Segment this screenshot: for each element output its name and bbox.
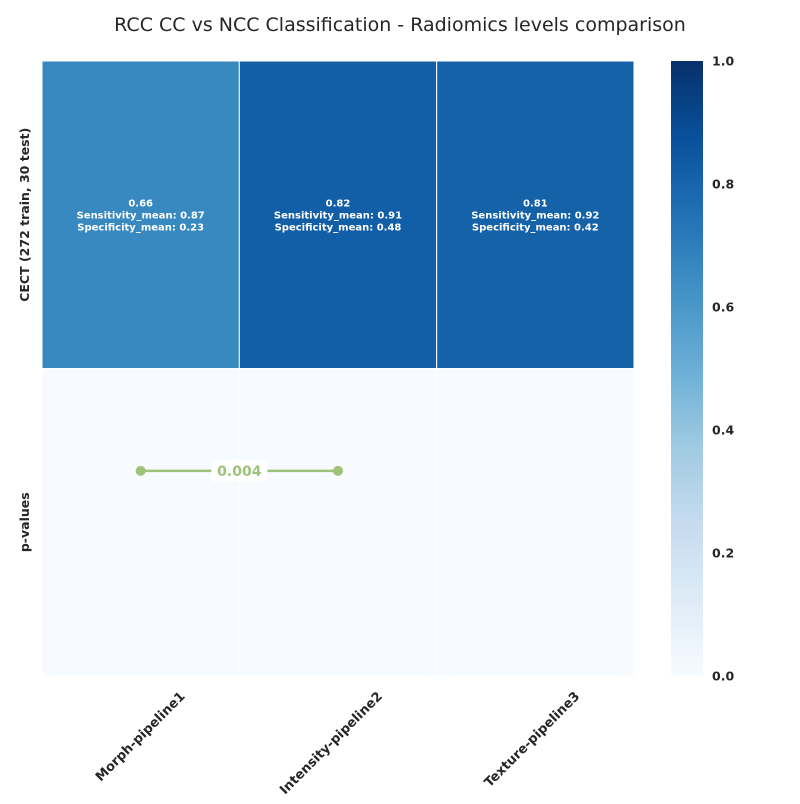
column-label: Texture-pipeline3 <box>482 689 583 790</box>
cell-annotation: Specificity_mean: 0.48 <box>275 222 402 233</box>
p-value-label: 0.004 <box>217 464 262 480</box>
column-label: Intensity-pipeline2 <box>277 689 386 798</box>
p-value-annotations: 0.004 <box>135 459 343 482</box>
colorbar <box>671 61 703 676</box>
p-value-endpoint <box>135 465 146 476</box>
cell-annotation: Specificity_mean: 0.42 <box>472 222 599 233</box>
row-label: p-values <box>17 492 32 552</box>
heatmap-cell <box>41 368 240 677</box>
cell-annotation: Specificity_mean: 0.23 <box>77 222 204 233</box>
cell-annotation: 0.66 <box>128 198 153 209</box>
cell-annotation: Sensitivity_mean: 0.91 <box>274 210 402 221</box>
heatmap-cells <box>41 60 635 677</box>
cell-annotation: Sensitivity_mean: 0.92 <box>471 210 599 221</box>
colorbar-tick-label: 0.4 <box>712 423 734 438</box>
p-value-label-box <box>211 459 268 482</box>
colorbar-tick-label: 0.6 <box>712 300 734 315</box>
cell-annotation: 0.81 <box>523 198 548 209</box>
cell-annotation: Sensitivity_mean: 0.87 <box>77 210 205 221</box>
row-labels: CECT (272 train, 30 test) p-values <box>17 128 32 552</box>
heatmap-cell <box>436 60 635 369</box>
colorbar-tick-label: 0.8 <box>712 177 734 192</box>
heatmap-cell <box>238 60 438 369</box>
chart-title: RCC CC vs NCC Classification - Radiomics… <box>114 14 686 36</box>
column-label: Morph-pipeline1 <box>93 689 189 785</box>
heatmap-cell <box>238 368 438 677</box>
row-label: CECT (272 train, 30 test) <box>17 128 32 302</box>
colorbar-tick-label: 1.0 <box>712 54 734 69</box>
heatmap-cell <box>436 368 635 677</box>
p-value-endpoint <box>333 465 343 476</box>
heatmap-cell <box>41 60 240 369</box>
cell-annotation: 0.82 <box>326 198 351 209</box>
colorbar-tick-label: 0.0 <box>712 669 734 684</box>
colorbar-tick-label: 0.2 <box>712 546 734 561</box>
colorbar-ticks: 0.0 0.2 0.4 0.6 0.8 1.0 <box>712 54 734 684</box>
column-labels: Morph-pipeline1 Intensity-pipeline2 Textur… <box>93 689 583 798</box>
